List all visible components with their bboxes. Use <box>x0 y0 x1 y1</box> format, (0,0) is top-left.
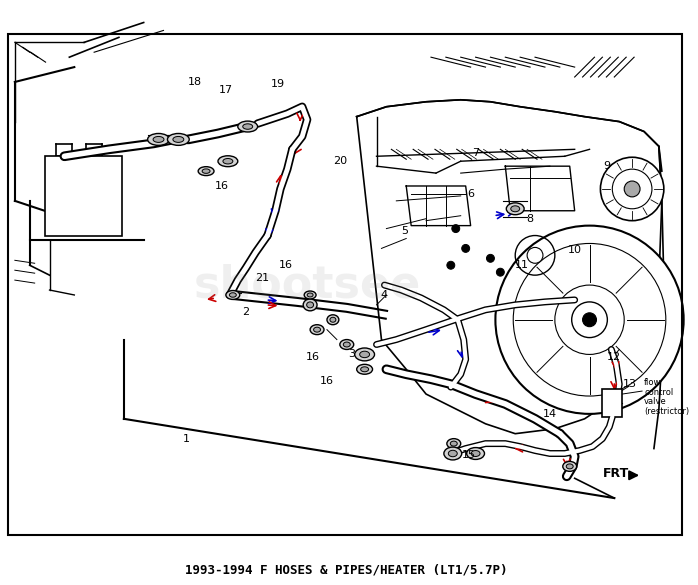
Ellipse shape <box>313 327 320 332</box>
Text: (restrictor): (restrictor) <box>644 407 689 417</box>
Circle shape <box>527 247 543 263</box>
Text: 1993-1994 F HOSES & PIPES/HEATER (LT1/5.7P): 1993-1994 F HOSES & PIPES/HEATER (LT1/5.… <box>184 564 507 577</box>
Text: FRT: FRT <box>602 467 629 480</box>
Ellipse shape <box>218 156 238 167</box>
Text: 16: 16 <box>306 352 320 362</box>
Ellipse shape <box>359 351 369 357</box>
Text: valve: valve <box>644 397 667 407</box>
Text: 20: 20 <box>333 156 347 166</box>
Text: flow: flow <box>644 378 662 387</box>
Ellipse shape <box>340 339 354 349</box>
Text: 10: 10 <box>567 245 581 256</box>
Text: 19: 19 <box>270 79 285 89</box>
Bar <box>54 181 66 193</box>
Text: 4: 4 <box>381 290 388 300</box>
Ellipse shape <box>563 462 577 472</box>
Ellipse shape <box>310 325 324 335</box>
Ellipse shape <box>243 124 253 129</box>
Ellipse shape <box>168 133 189 145</box>
Circle shape <box>583 313 597 326</box>
Bar <box>602 389 622 417</box>
Ellipse shape <box>450 441 457 446</box>
Ellipse shape <box>306 302 313 308</box>
Ellipse shape <box>238 121 258 132</box>
Ellipse shape <box>148 133 170 145</box>
Ellipse shape <box>202 169 210 173</box>
Ellipse shape <box>223 159 233 164</box>
Text: 13: 13 <box>623 379 637 389</box>
Ellipse shape <box>230 292 237 297</box>
Ellipse shape <box>343 342 350 347</box>
Ellipse shape <box>330 317 336 322</box>
Ellipse shape <box>361 367 369 371</box>
Circle shape <box>461 245 470 252</box>
Text: 5: 5 <box>401 226 408 236</box>
Text: 8: 8 <box>526 214 534 223</box>
Circle shape <box>447 261 455 269</box>
Bar <box>8 35 682 535</box>
Circle shape <box>496 269 505 276</box>
Ellipse shape <box>173 136 184 142</box>
Circle shape <box>496 226 683 414</box>
Ellipse shape <box>355 348 375 361</box>
Text: 12: 12 <box>607 352 621 362</box>
Ellipse shape <box>226 291 240 300</box>
Ellipse shape <box>307 293 313 297</box>
Ellipse shape <box>198 167 214 176</box>
Text: 11: 11 <box>515 260 529 270</box>
Ellipse shape <box>511 206 520 212</box>
Text: 16: 16 <box>215 181 229 191</box>
Ellipse shape <box>566 464 573 469</box>
Text: 6: 6 <box>467 189 474 199</box>
Ellipse shape <box>467 448 484 459</box>
Circle shape <box>600 157 664 221</box>
Bar <box>45 156 122 236</box>
Text: 21: 21 <box>255 273 269 283</box>
Ellipse shape <box>506 203 524 215</box>
Ellipse shape <box>357 364 373 374</box>
Circle shape <box>487 254 494 262</box>
Text: 7: 7 <box>472 148 479 159</box>
Ellipse shape <box>471 450 480 456</box>
Text: 3: 3 <box>348 349 355 359</box>
Text: 18: 18 <box>188 77 202 87</box>
Text: 1: 1 <box>183 433 190 443</box>
Text: shootsee: shootsee <box>193 264 421 307</box>
Ellipse shape <box>303 299 317 311</box>
Text: 9: 9 <box>603 161 610 171</box>
Text: 14: 14 <box>543 409 557 419</box>
Ellipse shape <box>447 439 461 449</box>
Text: 17: 17 <box>219 85 233 95</box>
Circle shape <box>624 181 640 197</box>
Ellipse shape <box>153 136 164 142</box>
Text: control: control <box>644 388 674 397</box>
Circle shape <box>452 225 460 233</box>
Ellipse shape <box>304 291 316 299</box>
Text: 2: 2 <box>242 307 249 317</box>
Text: 16: 16 <box>279 260 292 270</box>
Text: 16: 16 <box>320 376 334 386</box>
Ellipse shape <box>327 315 339 325</box>
Ellipse shape <box>448 450 457 457</box>
Text: 15: 15 <box>461 450 475 460</box>
Bar <box>54 206 73 223</box>
Ellipse shape <box>444 447 461 460</box>
